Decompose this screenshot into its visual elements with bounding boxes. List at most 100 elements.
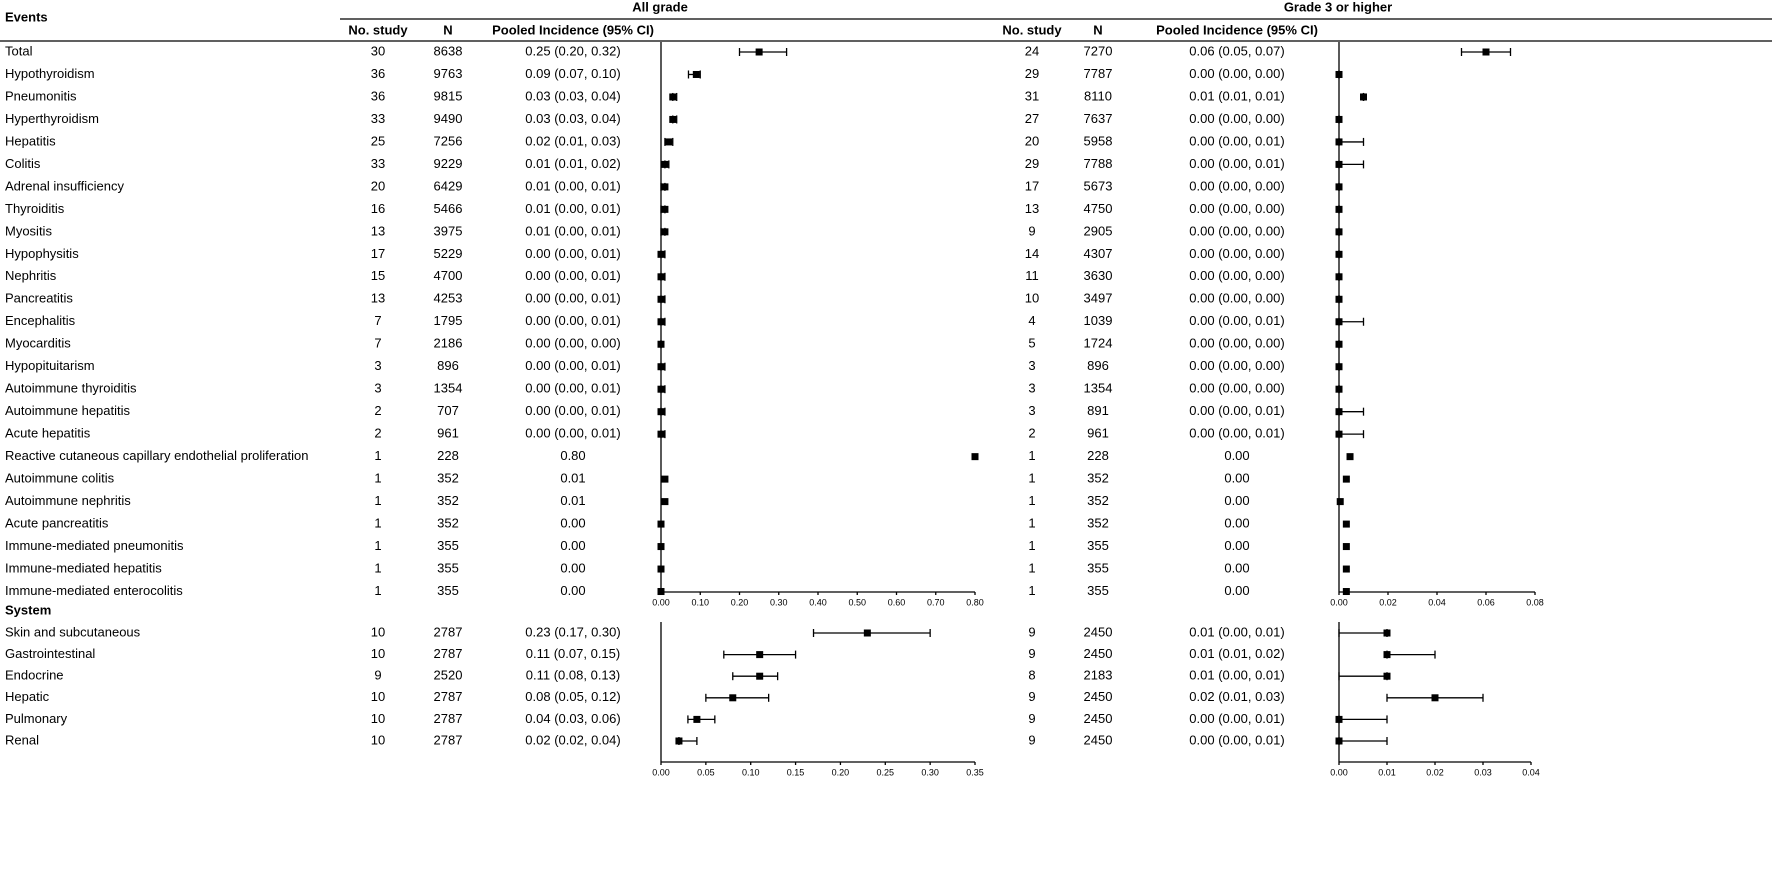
cell: 352: [1087, 516, 1109, 531]
cell: 8638: [434, 43, 463, 58]
cell: 1: [1028, 471, 1035, 486]
row-label: Colitis: [5, 156, 41, 171]
row-label: Pancreatitis: [5, 291, 73, 306]
estimate-marker: [1342, 565, 1350, 573]
row-label: Reactive cutaneous capillary endothelial…: [5, 448, 309, 463]
cell: 1: [374, 560, 381, 575]
x-tick-label: 0.10: [691, 597, 709, 607]
estimate-marker: [1335, 363, 1343, 371]
row-label: Skin and subcutaneous: [5, 624, 141, 639]
cell: 7637: [1084, 111, 1113, 126]
cell: 14: [1025, 246, 1039, 261]
cell: 2450: [1084, 711, 1113, 726]
cell: 0.00: [1224, 471, 1249, 486]
estimate-marker: [661, 498, 669, 506]
cell: 9: [1028, 689, 1035, 704]
cell: 0.01 (0.00, 0.01): [525, 223, 620, 238]
cell: 352: [1087, 493, 1109, 508]
estimate-marker: [1346, 453, 1354, 461]
row-label: Hypophysitis: [5, 246, 79, 261]
cell: 0.00 (0.00, 0.01): [1189, 711, 1284, 726]
x-tick-label: 0.40: [809, 597, 827, 607]
cell: 0.00 (0.00, 0.00): [1189, 201, 1284, 216]
cell: 2787: [434, 689, 463, 704]
cell: 0.00: [560, 538, 585, 553]
estimate-marker: [729, 694, 737, 702]
cell: 0.00 (0.00, 0.00): [1189, 111, 1284, 126]
cell: 0.00 (0.00, 0.00): [1189, 223, 1284, 238]
cell: 896: [437, 358, 459, 373]
cell: 13: [371, 223, 385, 238]
cell: 16: [371, 201, 385, 216]
cell: 1: [1028, 448, 1035, 463]
cell: 1: [374, 516, 381, 531]
cell: 2520: [434, 668, 463, 683]
cell: 7788: [1084, 156, 1113, 171]
estimate-marker: [692, 70, 700, 78]
estimate-marker: [657, 340, 665, 348]
cell: 9815: [434, 88, 463, 103]
x-tick-label: 0.10: [742, 767, 760, 777]
cell: 31: [1025, 88, 1039, 103]
row-label: Adrenal insufficiency: [5, 178, 124, 193]
cell: 1: [374, 538, 381, 553]
cell: 5: [1028, 336, 1035, 351]
cell: 355: [437, 583, 459, 598]
estimate-marker: [1335, 250, 1343, 258]
x-tick-label: 0.03: [1474, 767, 1492, 777]
cell: 1: [374, 493, 381, 508]
row-label: Thyroiditis: [5, 201, 65, 216]
cell: 36: [371, 88, 385, 103]
estimate-marker: [657, 588, 665, 596]
estimate-marker: [661, 228, 669, 236]
cell: 2183: [1084, 668, 1113, 683]
row-label: Autoimmune thyroiditis: [5, 381, 137, 396]
cell: 3: [374, 381, 381, 396]
cell: 0.01 (0.00, 0.01): [525, 201, 620, 216]
estimate-marker: [1383, 629, 1391, 637]
cell: 355: [1087, 583, 1109, 598]
cell: 1039: [1084, 313, 1113, 328]
cell: 0.00 (0.00, 0.01): [1189, 403, 1284, 418]
cell: 0.04 (0.03, 0.06): [525, 711, 620, 726]
cell: 961: [1087, 426, 1109, 441]
cell: 1: [374, 471, 381, 486]
cell: 0.03 (0.03, 0.04): [525, 111, 620, 126]
cell: 1354: [434, 381, 463, 396]
cell: 3: [374, 358, 381, 373]
cell: 2787: [434, 624, 463, 639]
estimate-marker: [863, 629, 871, 637]
estimate-marker: [1335, 70, 1343, 78]
cell: 8: [1028, 668, 1035, 683]
estimate-marker: [657, 250, 665, 258]
x-tick-label: 0.30: [770, 597, 788, 607]
row-label: Immune-mediated enterocolitis: [5, 583, 183, 598]
cell: 0.00 (0.00, 0.01): [525, 268, 620, 283]
cell: 0.00: [1224, 448, 1249, 463]
cell: 1724: [1084, 336, 1113, 351]
cell: 891: [1087, 403, 1109, 418]
cell: 961: [437, 426, 459, 441]
cell: 7256: [434, 133, 463, 148]
cell: 0.01 (0.01, 0.02): [1189, 646, 1284, 661]
cell: 2787: [434, 646, 463, 661]
x-tick-label: 0.02: [1379, 597, 1397, 607]
row-label: Pulmonary: [5, 711, 68, 726]
cell: 2905: [1084, 223, 1113, 238]
estimate-marker: [657, 273, 665, 281]
column-header: No. study: [1002, 22, 1062, 37]
cell: 10: [371, 624, 385, 639]
estimate-marker: [755, 48, 763, 56]
cell: 25: [371, 133, 385, 148]
cell: 1: [374, 583, 381, 598]
cell: 355: [1087, 560, 1109, 575]
cell: 7: [374, 336, 381, 351]
cell: 896: [1087, 358, 1109, 373]
row-label: Hypopituitarism: [5, 358, 95, 373]
estimate-marker: [1335, 385, 1343, 393]
cell: 20: [1025, 133, 1039, 148]
group-title: Grade 3 or higher: [1284, 0, 1392, 14]
x-tick-label: 0.00: [652, 597, 670, 607]
estimate-marker: [1431, 694, 1439, 702]
cell: 0.00 (0.00, 0.00): [1189, 358, 1284, 373]
